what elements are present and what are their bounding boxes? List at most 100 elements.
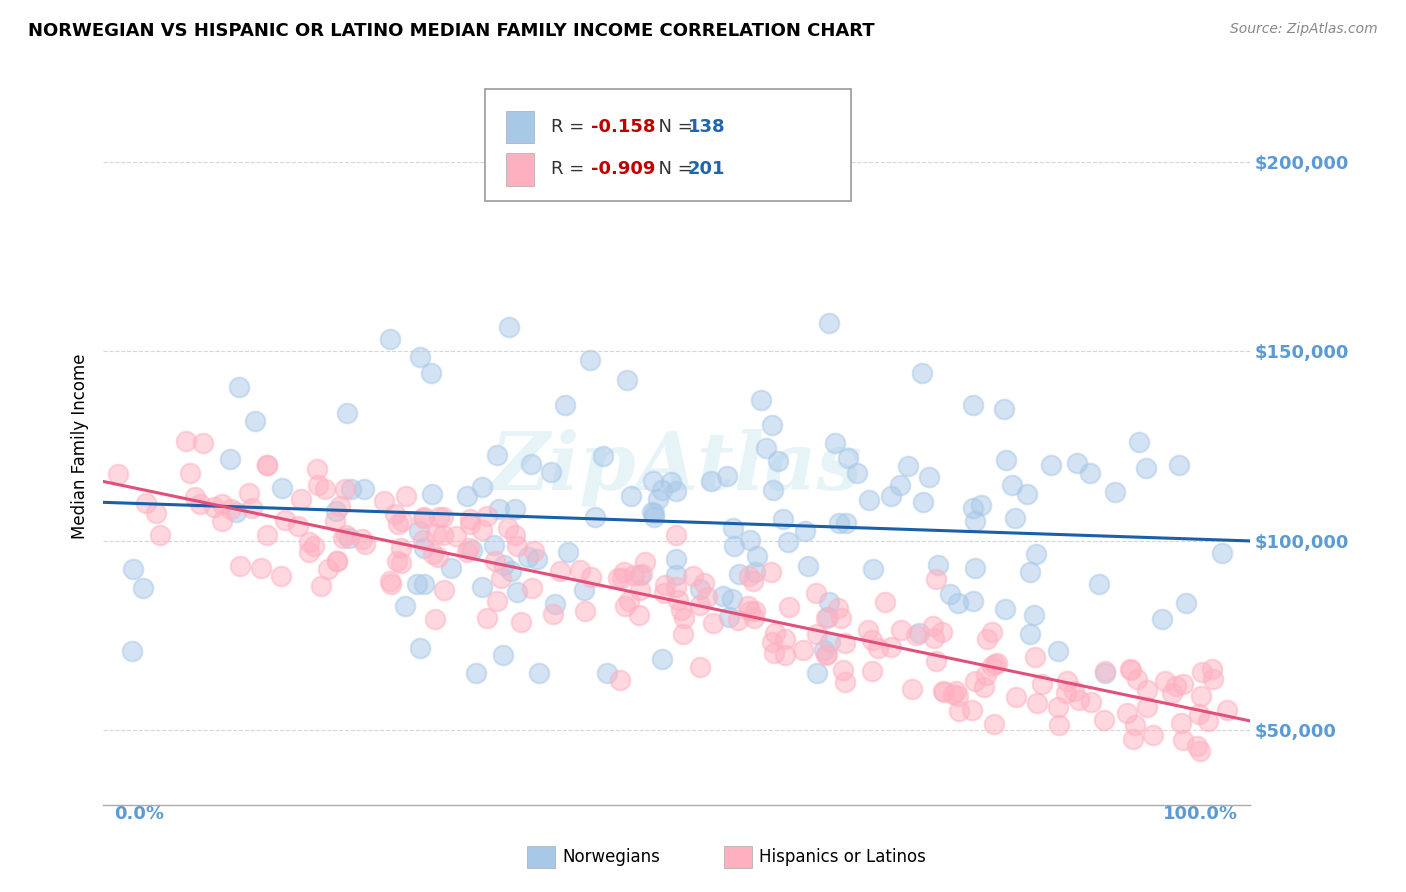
Point (616, 373, 638, 387)
Point (613, 565, 636, 579)
Point (721, 591, 744, 606)
Point (273, 513, 295, 527)
Point (307, 478, 329, 492)
Point (238, 485, 260, 500)
Point (744, 603, 766, 617)
Point (1094, 665, 1116, 680)
Point (607, 571, 630, 585)
Point (797, 558, 820, 573)
Point (761, 634, 783, 648)
Text: R =: R = (551, 118, 591, 136)
Point (832, 663, 855, 677)
Point (384, 507, 406, 521)
Point (432, 509, 454, 524)
Point (837, 450, 859, 465)
Text: R =: R = (551, 161, 591, 178)
Point (830, 611, 852, 625)
Point (723, 539, 745, 553)
Point (387, 517, 409, 532)
Point (1211, 546, 1233, 560)
Point (1201, 662, 1223, 676)
Point (806, 665, 828, 680)
Point (976, 632, 998, 646)
Point (921, 618, 943, 632)
Point (579, 352, 602, 367)
Point (1066, 456, 1088, 470)
Point (1118, 662, 1140, 676)
Point (814, 648, 837, 662)
Point (174, 434, 197, 448)
Point (579, 569, 602, 583)
Point (1121, 663, 1143, 677)
Point (323, 514, 346, 528)
Point (751, 392, 773, 407)
Point (520, 581, 543, 595)
Text: N =: N = (647, 161, 699, 178)
Point (983, 657, 1005, 672)
Point (1092, 713, 1115, 727)
Point (738, 604, 761, 618)
Point (121, 644, 143, 658)
Point (380, 574, 402, 589)
Point (486, 448, 509, 462)
Point (963, 674, 986, 689)
Point (510, 615, 533, 630)
Point (981, 658, 1004, 673)
Point (617, 594, 640, 608)
Point (325, 504, 347, 518)
Point (1122, 731, 1144, 746)
Point (858, 624, 880, 638)
Point (1116, 706, 1139, 721)
Point (1063, 684, 1085, 698)
Point (420, 487, 443, 501)
Point (1078, 466, 1101, 480)
Text: 0.0%: 0.0% (114, 805, 165, 823)
Point (1025, 696, 1047, 710)
Point (516, 550, 538, 565)
Point (444, 529, 467, 543)
Point (332, 531, 354, 545)
Point (527, 665, 550, 680)
Point (792, 643, 814, 657)
Point (879, 489, 901, 503)
Point (813, 642, 835, 657)
Text: -0.158: -0.158 (591, 118, 655, 136)
Point (471, 480, 494, 494)
Point (149, 528, 172, 542)
Point (742, 611, 765, 625)
Point (409, 350, 432, 364)
Point (1123, 718, 1146, 732)
Point (290, 492, 312, 507)
Point (458, 516, 481, 531)
Point (1188, 706, 1211, 721)
Point (485, 594, 508, 608)
Point (939, 587, 962, 601)
Point (350, 532, 373, 546)
Point (135, 496, 157, 510)
Point (768, 454, 790, 468)
Point (1174, 596, 1197, 610)
Point (569, 563, 592, 577)
Point (965, 514, 987, 528)
Point (339, 531, 361, 545)
Point (373, 494, 395, 508)
Point (643, 509, 665, 524)
Point (628, 607, 651, 622)
Point (333, 482, 356, 496)
Point (520, 457, 543, 471)
Point (858, 493, 880, 508)
Point (942, 688, 965, 702)
Point (689, 660, 711, 674)
Point (302, 539, 325, 553)
Point (994, 602, 1017, 616)
Point (890, 624, 912, 638)
Point (1152, 612, 1174, 626)
Point (412, 577, 434, 591)
Point (229, 559, 252, 574)
Point (336, 406, 359, 420)
Point (191, 436, 214, 450)
Point (391, 515, 413, 529)
Point (1019, 627, 1042, 641)
Point (776, 535, 799, 549)
Point (409, 641, 432, 656)
